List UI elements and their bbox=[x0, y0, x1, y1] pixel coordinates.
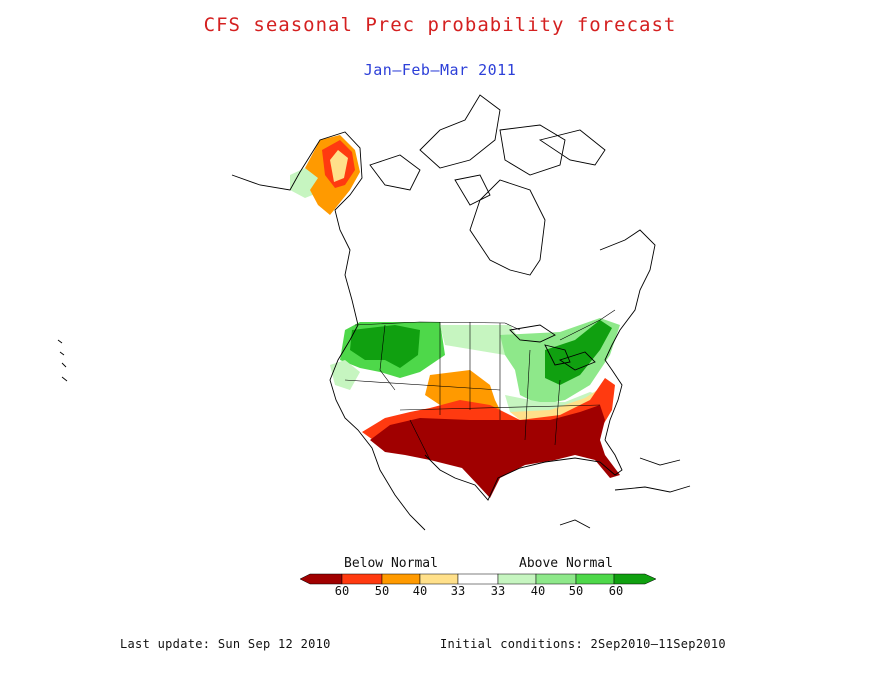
legend-tick: 33 bbox=[490, 584, 506, 598]
north-america-precip-map bbox=[57, 94, 691, 531]
probability-legend-bar bbox=[300, 573, 657, 585]
below-normal-label: Below Normal bbox=[344, 556, 438, 571]
map-title: CFS seasonal Prec probability forecast bbox=[203, 14, 677, 36]
south-below60-region bbox=[370, 405, 620, 498]
legend-swatch-below-60 bbox=[300, 573, 343, 585]
legend-tick: 50 bbox=[568, 584, 584, 598]
plains-below40-region bbox=[425, 370, 500, 410]
legend-swatch-below-33 bbox=[419, 573, 459, 585]
legend-swatch-above-33 bbox=[497, 573, 537, 585]
legend-tick: 40 bbox=[530, 584, 546, 598]
legend-swatch-normal bbox=[457, 573, 499, 585]
above-normal-label: Above Normal bbox=[519, 556, 613, 571]
legend-swatch-below-40 bbox=[381, 573, 421, 585]
legend-tick: 60 bbox=[608, 584, 624, 598]
legend-swatch-above-40 bbox=[535, 573, 577, 585]
political-borders bbox=[344, 309, 616, 461]
coastlines bbox=[57, 94, 691, 531]
northeast-above60-region bbox=[545, 320, 612, 385]
legend-tick: 60 bbox=[334, 584, 350, 598]
northwest-above33-region bbox=[330, 360, 360, 390]
alaska-below33-region bbox=[330, 150, 348, 182]
legend-swatch-below-50 bbox=[341, 573, 383, 585]
legend-swatch-above-60 bbox=[613, 573, 657, 585]
legend-swatch-above-50 bbox=[575, 573, 615, 585]
map-subtitle: Jan—Feb—Mar 2011 bbox=[363, 61, 517, 79]
northwest-above60-region bbox=[350, 325, 420, 368]
legend-tick: 33 bbox=[450, 584, 466, 598]
legend-tick: 40 bbox=[412, 584, 428, 598]
legend-tick: 50 bbox=[374, 584, 390, 598]
last-update-text: Last update: Sun Sep 12 2010 bbox=[120, 637, 331, 651]
southeast-below33-region bbox=[510, 385, 612, 420]
initial-conditions-text: Initial conditions: 2Sep2010—11Sep2010 bbox=[440, 637, 726, 651]
